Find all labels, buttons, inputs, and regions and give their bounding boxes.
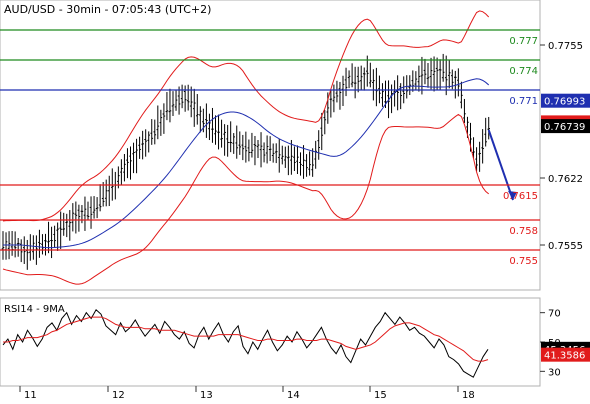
x-tick-label: 14 — [287, 390, 300, 400]
rsi-tick-label: 70 — [548, 309, 561, 320]
y-tick-label: 0.7622 — [548, 174, 583, 185]
level-label: 0.7615 — [503, 191, 538, 202]
rsi-rsi14-line — [2, 308, 489, 378]
bollinger-upper — [2, 10, 490, 222]
horizontal-levels: 0.777 0.774 0.771 0.7615 0.758 0.755 — [0, 29, 540, 267]
price-label-box — [541, 93, 590, 108]
rsi-9ma-line — [3, 316, 489, 362]
level-label: 0.774 — [509, 66, 538, 77]
x-tick-label: 18 — [462, 390, 475, 400]
rsi-panel — [0, 297, 541, 387]
level-label: 0.771 — [509, 96, 538, 107]
price-label-text: 0.76739 — [544, 122, 585, 133]
chart-title: AUD/USD - 30min - 07:05:43 (UTC+2) — [4, 3, 211, 16]
x-tick-label: 13 — [200, 390, 213, 400]
x-tick-label: 11 — [24, 390, 37, 400]
moving-average — [3, 78, 490, 249]
forecast-arrowhead — [508, 191, 517, 200]
x-tick-label: 12 — [112, 390, 125, 400]
x-tick-label: 15 — [374, 390, 387, 400]
bollinger-lower — [2, 113, 490, 285]
price-label-text: 0.76993 — [544, 97, 585, 108]
forecast-arrow — [487, 129, 514, 201]
y-tick-label: 0.7555 — [548, 241, 583, 252]
y-tick-label: 0.7755 — [548, 41, 583, 52]
rsi-value-box — [541, 347, 590, 362]
rsi-tick-label: 30 — [548, 367, 561, 378]
level-label: 0.777 — [509, 36, 538, 47]
level-label: 0.755 — [509, 256, 538, 267]
x-axis: 11 12 13 14 15 18 — [19, 386, 475, 401]
price-label-box — [541, 119, 590, 134]
rsi-title: RSI14 - 9MA — [4, 304, 65, 315]
price-series-layer — [1, 10, 517, 285]
level-label: 0.758 — [509, 226, 538, 237]
rsi-series-layer: 70503045.345641.3586 — [2, 308, 590, 378]
rsi-value-text: 41.3586 — [544, 351, 585, 362]
